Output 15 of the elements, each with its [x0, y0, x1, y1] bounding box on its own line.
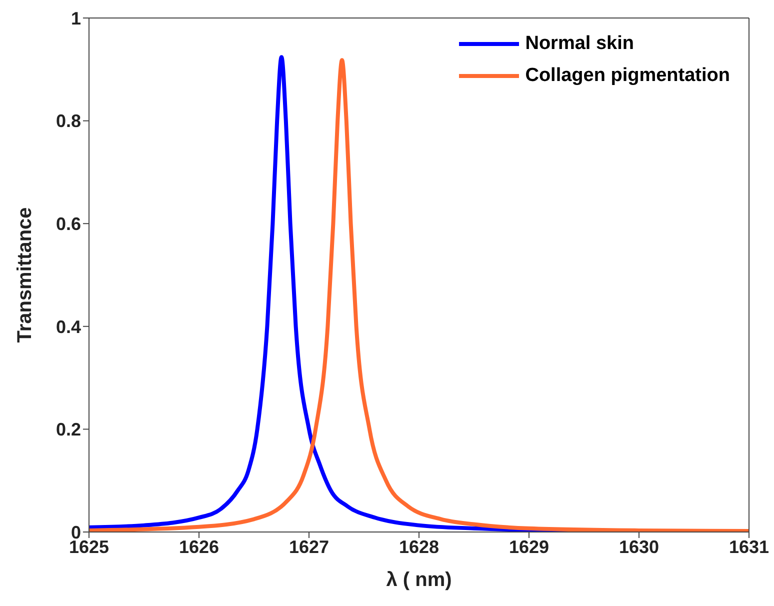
- x-tick-label: 1626: [178, 536, 220, 557]
- y-axis-title: Transmittance: [14, 207, 36, 343]
- legend-label: Normal skin: [525, 33, 634, 55]
- x-axis-title: λ ( nm): [386, 569, 452, 591]
- x-tick-label: 1631: [728, 536, 770, 557]
- y-tick-label: 1: [70, 8, 81, 28]
- x-tick-label: 1629: [508, 536, 550, 557]
- legend-label: Collagen pigmentation: [525, 65, 730, 87]
- x-tick-label: 1628: [398, 536, 440, 557]
- y-tick-label: 0.2: [56, 420, 81, 440]
- y-tick-label: 0.4: [56, 316, 81, 337]
- x-tick-label: 1627: [288, 536, 330, 557]
- y-tick-label: 0.6: [56, 214, 81, 234]
- y-tick-label: 0.8: [56, 111, 81, 132]
- x-tick-label: 1630: [618, 536, 660, 557]
